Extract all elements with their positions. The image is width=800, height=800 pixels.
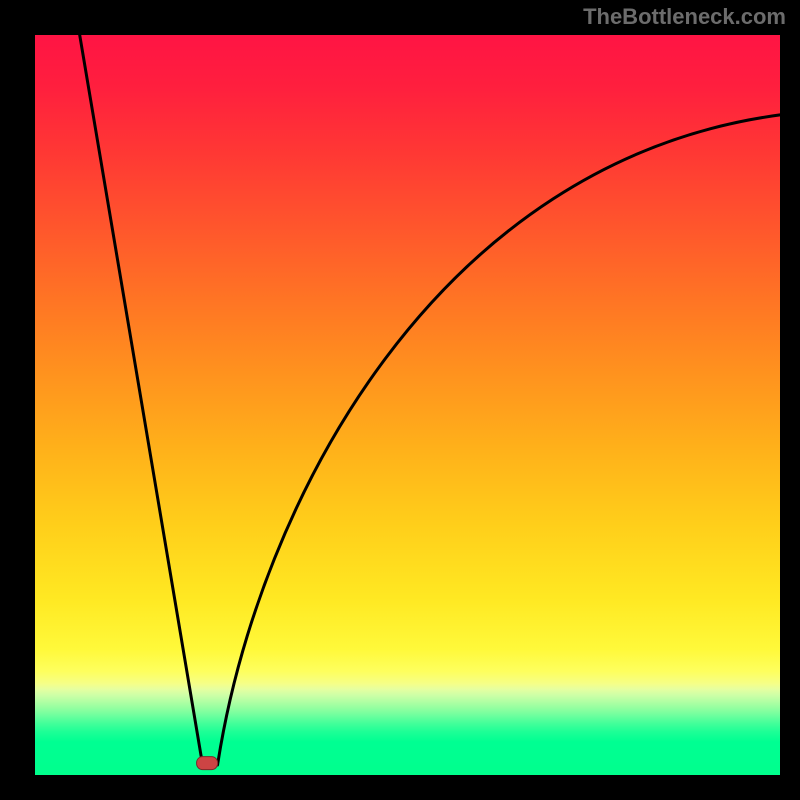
watermark-text: TheBottleneck.com bbox=[583, 4, 786, 30]
plot-area bbox=[35, 35, 780, 775]
optimal-point-marker bbox=[197, 757, 218, 770]
gradient-chart bbox=[0, 0, 800, 800]
chart-container: TheBottleneck.com bbox=[0, 0, 800, 800]
